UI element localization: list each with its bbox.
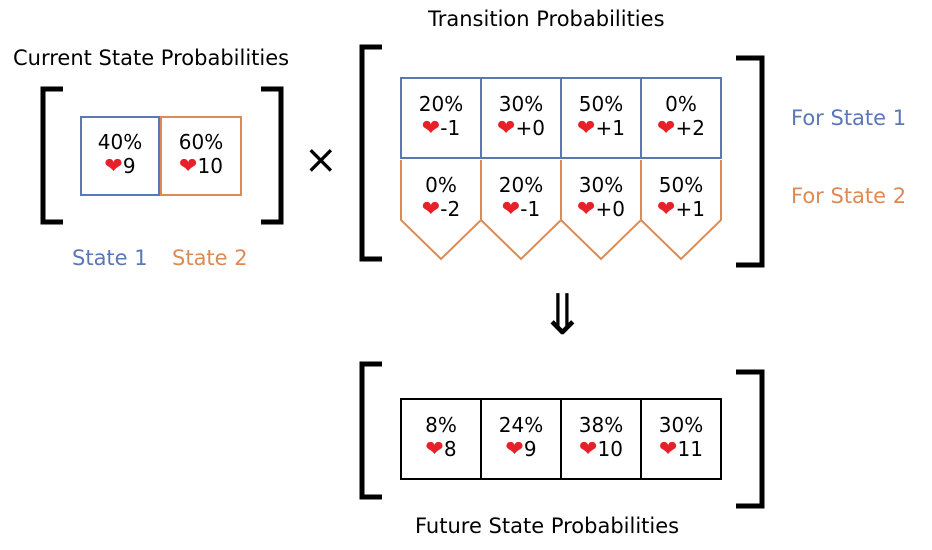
left-bracket bbox=[40, 86, 63, 225]
health-value: 8 bbox=[443, 437, 457, 461]
health-change: +1 bbox=[675, 197, 705, 221]
state2-cell: 60% ❤10 bbox=[161, 130, 241, 179]
state2-label: State 2 bbox=[172, 246, 248, 270]
health-change: -2 bbox=[440, 197, 461, 221]
probability-text: 30% bbox=[578, 173, 624, 197]
probability-text: 0% bbox=[665, 92, 697, 116]
probability-text: 60% bbox=[178, 130, 224, 154]
probability-text: 30% bbox=[658, 413, 704, 437]
multiply-operator: × bbox=[304, 137, 338, 183]
current-title: Current State Probabilities bbox=[13, 46, 290, 70]
right-bracket bbox=[736, 369, 765, 509]
probability-text: 20% bbox=[418, 92, 464, 116]
state2-box bbox=[160, 116, 242, 196]
probability-text: 50% bbox=[658, 173, 704, 197]
for-state1-label: For State 1 bbox=[791, 106, 907, 130]
right-bracket bbox=[261, 86, 284, 225]
health-change: -1 bbox=[520, 197, 541, 221]
left-bracket bbox=[359, 44, 382, 262]
health-change: +0 bbox=[515, 116, 545, 140]
heart-icon: ❤ bbox=[425, 437, 444, 462]
health-change: -1 bbox=[440, 116, 461, 140]
transition-cell: 30% ❤+0 bbox=[481, 92, 561, 141]
state1-box bbox=[80, 116, 160, 196]
health-value: 9 bbox=[122, 154, 136, 178]
transition-title: Transition Probabilities bbox=[428, 7, 665, 31]
health-change: +0 bbox=[595, 197, 625, 221]
heart-icon: ❤ bbox=[657, 197, 676, 222]
probability-text: 38% bbox=[578, 413, 624, 437]
health-change: +1 bbox=[595, 116, 625, 140]
probability-text: 40% bbox=[97, 130, 143, 154]
heart-icon: ❤ bbox=[501, 197, 521, 222]
left-bracket bbox=[359, 361, 382, 500]
probability-text: 30% bbox=[498, 92, 544, 116]
heart-icon: ❤ bbox=[505, 437, 524, 462]
heart-icon: ❤ bbox=[577, 197, 596, 222]
transition-cell: 50% ❤+1 bbox=[561, 92, 641, 141]
transition-cell: 0% ❤+2 bbox=[641, 92, 721, 141]
state1-label: State 1 bbox=[72, 246, 148, 270]
probability-text: 0% bbox=[425, 173, 457, 197]
heart-icon: ❤ bbox=[657, 116, 676, 141]
heart-icon: ❤ bbox=[497, 116, 516, 141]
heart-icon: ❤ bbox=[104, 154, 123, 179]
health-value: 10 bbox=[197, 154, 223, 178]
transition-cell: 20% ❤-1 bbox=[401, 92, 481, 141]
heart-icon: ❤ bbox=[579, 437, 598, 462]
probability-text: 24% bbox=[498, 413, 544, 437]
heart-icon: ❤ bbox=[659, 437, 678, 462]
future-cell: 8% ❤8 bbox=[401, 413, 481, 462]
future-cell: 38% ❤10 bbox=[561, 413, 641, 462]
for-state2-label: For State 2 bbox=[791, 184, 907, 208]
health-value: 9 bbox=[523, 437, 537, 461]
future-title: Future State Probabilities bbox=[415, 514, 680, 538]
transition-cell: 0% ❤-2 bbox=[401, 173, 481, 222]
state1-cell: 40% ❤9 bbox=[81, 130, 159, 179]
transition-cell: 20% ❤-1 bbox=[481, 173, 561, 222]
probability-text: 20% bbox=[498, 173, 544, 197]
probability-text: 8% bbox=[425, 413, 457, 437]
health-value: 11 bbox=[677, 437, 703, 461]
future-cell: 30% ❤11 bbox=[641, 413, 721, 462]
right-bracket bbox=[736, 55, 765, 268]
down-double-arrow-icon: ⇓ bbox=[539, 283, 586, 348]
heart-icon: ❤ bbox=[577, 116, 596, 141]
health-value: 10 bbox=[597, 437, 623, 461]
heart-icon: ❤ bbox=[179, 154, 198, 179]
probability-text: 50% bbox=[578, 92, 624, 116]
heart-icon: ❤ bbox=[421, 116, 441, 141]
transition-cell: 50% ❤+1 bbox=[641, 173, 721, 222]
transition-cell: 30% ❤+0 bbox=[561, 173, 641, 222]
future-cell: 24% ❤9 bbox=[481, 413, 561, 462]
health-change: +2 bbox=[675, 116, 705, 140]
heart-icon: ❤ bbox=[421, 197, 441, 222]
